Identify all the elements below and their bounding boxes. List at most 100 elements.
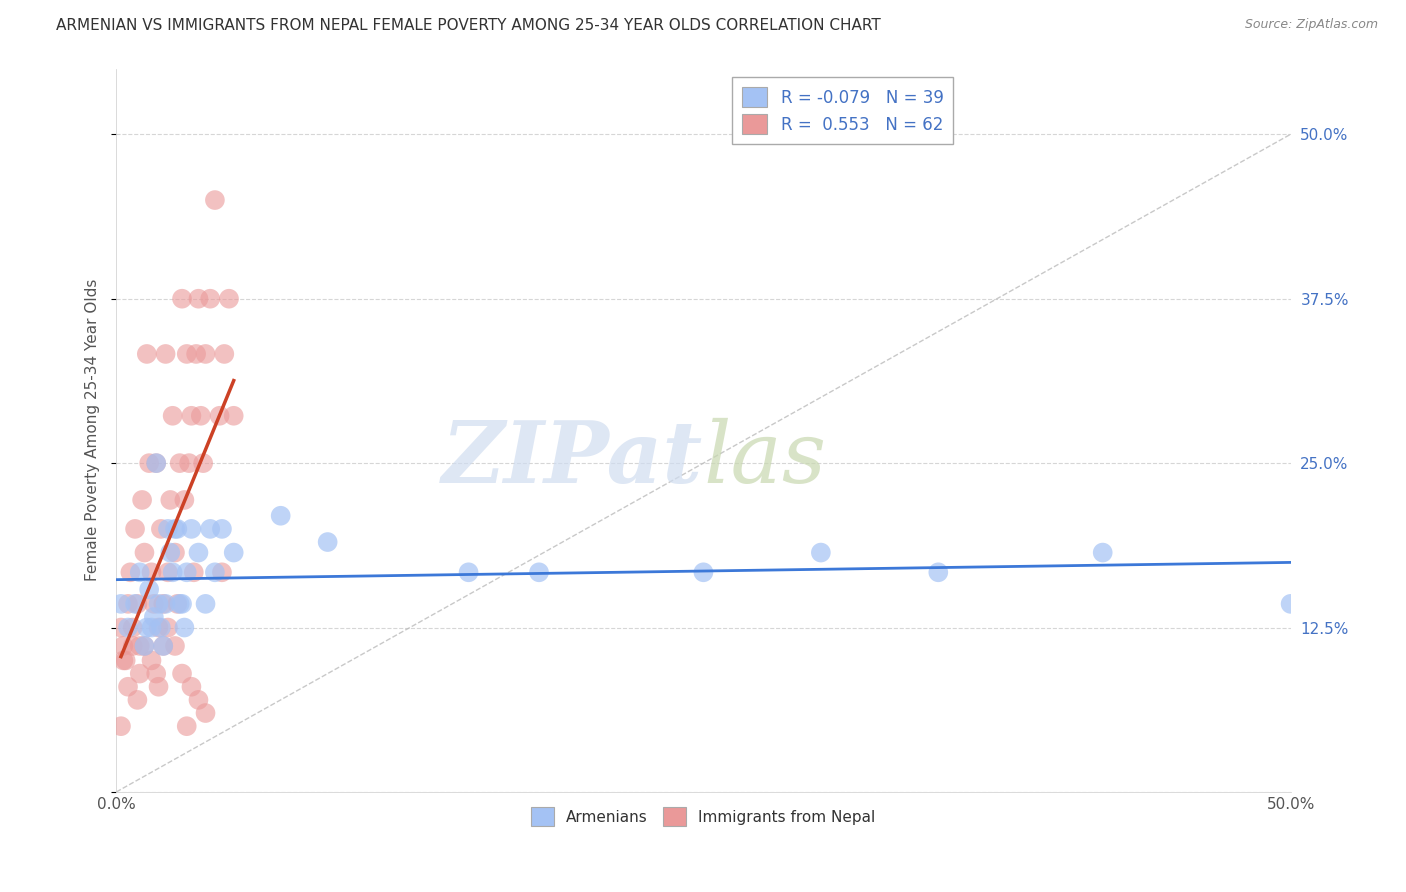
Point <box>692 566 714 580</box>
Point <box>194 597 217 611</box>
Point <box>180 409 202 423</box>
Point <box>156 621 179 635</box>
Point <box>1279 597 1302 611</box>
Point <box>200 522 222 536</box>
Point <box>141 566 163 580</box>
Point <box>166 597 188 611</box>
Point <box>141 621 163 635</box>
Point <box>142 597 165 611</box>
Point <box>128 566 150 580</box>
Point <box>527 566 550 580</box>
Point <box>1091 545 1114 559</box>
Y-axis label: Female Poverty Among 25-34 Year Olds: Female Poverty Among 25-34 Year Olds <box>86 279 100 582</box>
Point <box>117 597 139 611</box>
Point <box>211 522 233 536</box>
Point <box>183 566 205 580</box>
Point <box>110 719 132 733</box>
Point <box>121 639 143 653</box>
Point <box>155 597 177 611</box>
Point <box>135 621 157 635</box>
Point <box>170 292 193 306</box>
Point <box>193 456 215 470</box>
Point <box>127 597 149 611</box>
Point <box>211 566 233 580</box>
Point <box>222 545 245 559</box>
Point <box>117 621 139 635</box>
Point <box>152 639 174 653</box>
Point <box>135 347 157 361</box>
Point <box>138 456 160 470</box>
Point <box>120 566 142 580</box>
Text: ZIPat: ZIPat <box>443 417 703 501</box>
Point <box>152 597 174 611</box>
Point <box>194 347 217 361</box>
Point <box>156 522 179 536</box>
Point <box>162 409 184 423</box>
Point <box>148 680 170 694</box>
Point <box>134 545 156 559</box>
Point <box>124 597 146 611</box>
Point <box>173 492 195 507</box>
Point <box>141 653 163 667</box>
Point <box>114 653 136 667</box>
Point <box>187 292 209 306</box>
Point <box>163 639 186 653</box>
Point <box>170 666 193 681</box>
Point <box>162 566 184 580</box>
Text: ARMENIAN VS IMMIGRANTS FROM NEPAL FEMALE POVERTY AMONG 25-34 YEAR OLDS CORRELATI: ARMENIAN VS IMMIGRANTS FROM NEPAL FEMALE… <box>56 18 882 33</box>
Point <box>214 347 236 361</box>
Point <box>163 545 186 559</box>
Point <box>200 292 222 306</box>
Point <box>145 456 167 470</box>
Point <box>134 639 156 653</box>
Point <box>190 409 212 423</box>
Point <box>128 666 150 681</box>
Point <box>159 545 181 559</box>
Point <box>270 508 292 523</box>
Point <box>138 582 160 597</box>
Point <box>316 535 339 549</box>
Point <box>170 597 193 611</box>
Point <box>134 639 156 653</box>
Point <box>110 597 132 611</box>
Point <box>112 639 135 653</box>
Point <box>121 621 143 635</box>
Point <box>166 522 188 536</box>
Point <box>194 706 217 720</box>
Point <box>112 653 135 667</box>
Point <box>169 456 191 470</box>
Point <box>128 639 150 653</box>
Point <box>145 666 167 681</box>
Point <box>810 545 832 559</box>
Point <box>124 522 146 536</box>
Point <box>204 193 226 207</box>
Text: las: las <box>703 417 827 500</box>
Point <box>187 693 209 707</box>
Point <box>222 409 245 423</box>
Point <box>156 566 179 580</box>
Text: Source: ZipAtlas.com: Source: ZipAtlas.com <box>1244 18 1378 31</box>
Point <box>218 292 240 306</box>
Point <box>208 409 231 423</box>
Point <box>110 621 132 635</box>
Point <box>176 719 198 733</box>
Point <box>180 522 202 536</box>
Point <box>155 347 177 361</box>
Point <box>169 597 191 611</box>
Point <box>159 492 181 507</box>
Point <box>117 680 139 694</box>
Point <box>148 597 170 611</box>
Legend: Armenians, Immigrants from Nepal: Armenians, Immigrants from Nepal <box>522 798 884 835</box>
Point <box>177 456 200 470</box>
Point <box>149 621 172 635</box>
Point <box>173 621 195 635</box>
Point <box>148 621 170 635</box>
Point <box>204 566 226 580</box>
Point <box>176 347 198 361</box>
Point <box>152 639 174 653</box>
Point <box>927 566 949 580</box>
Point <box>127 693 149 707</box>
Point <box>187 545 209 559</box>
Point <box>149 522 172 536</box>
Point <box>180 680 202 694</box>
